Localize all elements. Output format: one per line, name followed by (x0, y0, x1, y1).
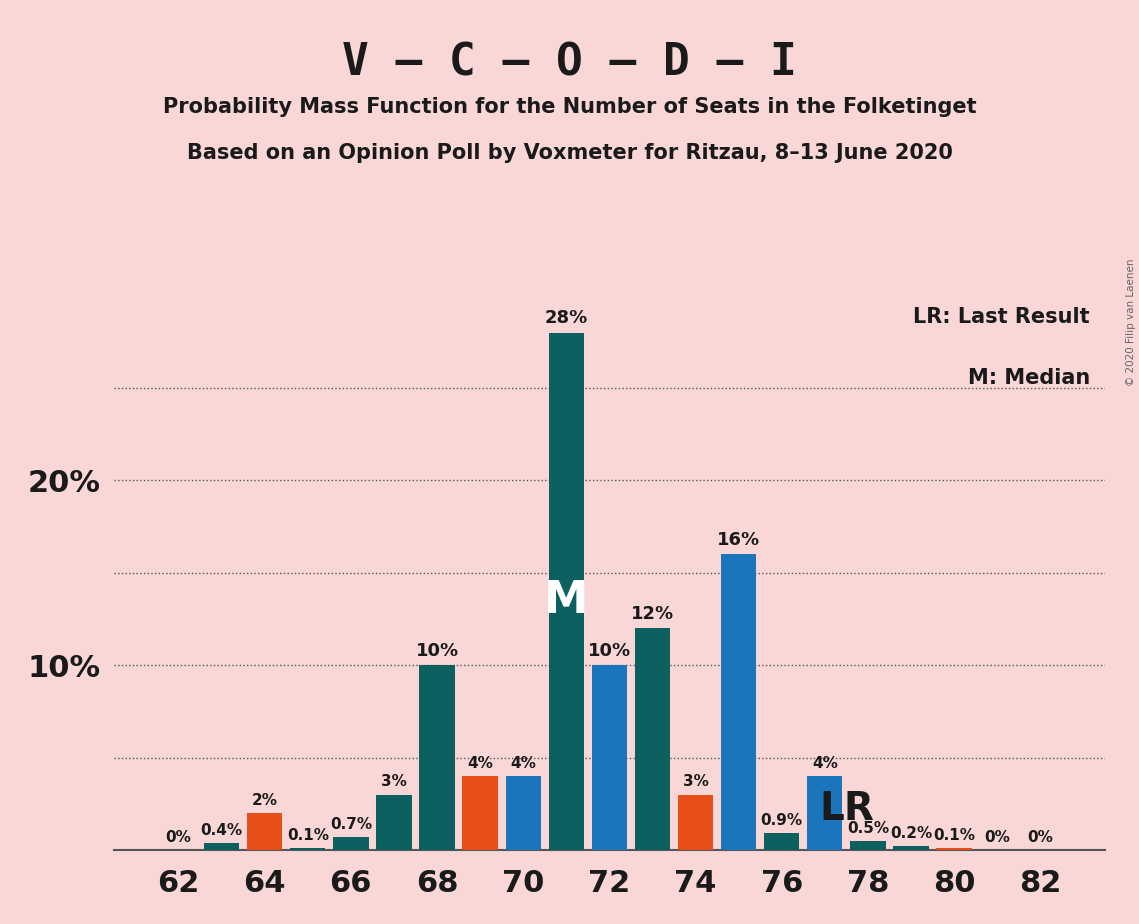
Text: 2%: 2% (252, 793, 278, 808)
Text: 4%: 4% (510, 756, 536, 771)
Text: 0%: 0% (165, 830, 191, 845)
Text: 0.2%: 0.2% (890, 826, 932, 841)
Text: 0%: 0% (984, 830, 1010, 845)
Bar (678, 795, 713, 850)
Text: 0.1%: 0.1% (287, 828, 329, 843)
Text: 0.5%: 0.5% (846, 821, 888, 835)
Bar (247, 813, 282, 850)
Text: LR: LR (819, 790, 874, 829)
Text: 10%: 10% (588, 642, 631, 660)
Bar (549, 333, 584, 850)
Text: Probability Mass Function for the Number of Seats in the Folketinget: Probability Mass Function for the Number… (163, 97, 976, 117)
Bar (204, 843, 239, 850)
Bar (850, 841, 885, 850)
Text: 0.1%: 0.1% (933, 828, 975, 843)
Text: LR: Last Result: LR: Last Result (913, 307, 1090, 327)
Bar (334, 837, 369, 850)
Text: 0.7%: 0.7% (330, 817, 372, 832)
Bar (462, 776, 498, 850)
Text: 4%: 4% (467, 756, 493, 771)
Text: 4%: 4% (812, 756, 837, 771)
Bar (808, 776, 843, 850)
Text: © 2020 Filip van Laenen: © 2020 Filip van Laenen (1126, 259, 1136, 386)
Text: 0%: 0% (1027, 830, 1054, 845)
Text: 10%: 10% (416, 642, 459, 660)
Text: 0.4%: 0.4% (200, 822, 243, 837)
Text: V – C – O – D – I: V – C – O – D – I (342, 42, 797, 85)
Bar (376, 795, 411, 850)
Bar (506, 776, 541, 850)
Bar (591, 665, 628, 850)
Text: M: M (544, 579, 589, 622)
Text: Based on an Opinion Poll by Voxmeter for Ritzau, 8–13 June 2020: Based on an Opinion Poll by Voxmeter for… (187, 143, 952, 164)
Text: 16%: 16% (718, 531, 760, 549)
Bar (634, 628, 670, 850)
Text: 0.9%: 0.9% (761, 813, 803, 828)
Bar (721, 554, 756, 850)
Text: M: Median: M: Median (968, 368, 1090, 388)
Text: 28%: 28% (544, 310, 588, 327)
Text: 3%: 3% (382, 774, 407, 789)
Bar (936, 848, 972, 850)
Text: 12%: 12% (631, 605, 674, 623)
Bar (290, 848, 326, 850)
Bar (419, 665, 454, 850)
Bar (764, 833, 800, 850)
Bar (893, 846, 928, 850)
Text: 3%: 3% (682, 774, 708, 789)
